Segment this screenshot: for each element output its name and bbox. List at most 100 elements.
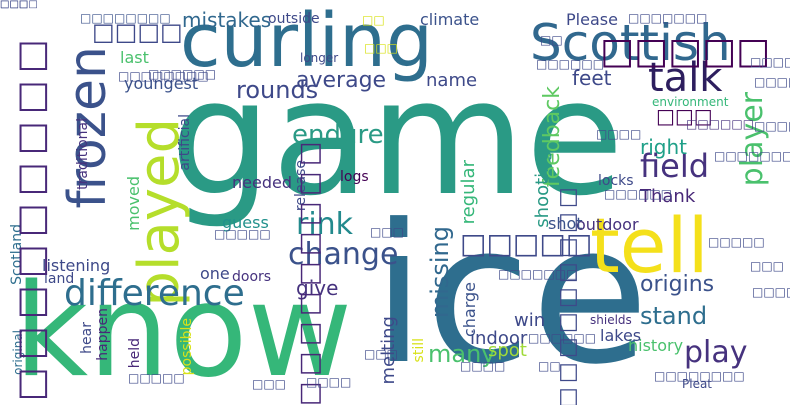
cloud-word: □□□□□	[214, 227, 271, 241]
cloud-word: □□□	[364, 41, 399, 55]
cloud-word: doors	[232, 269, 272, 285]
cloud-word: □□□□□□	[604, 187, 673, 201]
cloud-word: one	[200, 264, 230, 283]
cloud-word: □□□□	[750, 55, 790, 69]
cloud-word: □□□□□□□□	[80, 11, 171, 25]
cloud-word: origins	[640, 272, 715, 297]
cloud-word: □□	[540, 33, 563, 47]
cloud-word: difference	[64, 273, 245, 314]
cloud-word: last	[120, 48, 149, 67]
cloud-word: still	[411, 338, 427, 363]
cloud-word: □□□□□□□□□□	[13, 38, 54, 405]
cloud-word: □□□□□	[600, 31, 771, 72]
cloud-word: □□□□□□□□□□	[556, 186, 581, 405]
cloud-word: possible	[179, 318, 195, 376]
cloud-word: □□□□□□□	[498, 267, 578, 281]
cloud-word: shot	[548, 214, 583, 233]
cloud-word: name	[426, 70, 478, 91]
cloud-word: lakes	[600, 326, 642, 345]
cloud-word: □□□□□□	[686, 117, 755, 131]
cloud-word: mistakes	[182, 8, 272, 32]
cloud-word: tell	[590, 201, 709, 290]
cloud-word: guess	[222, 213, 269, 232]
cloud-word: win	[514, 310, 546, 331]
cloud-word: indoor	[470, 328, 528, 349]
cloud-word: field	[640, 147, 710, 185]
cloud-word: charge	[460, 282, 479, 338]
cloud-word: □□□□□□□□	[654, 369, 745, 383]
cloud-word: talk	[648, 55, 723, 101]
cloud-word: □□□□□□□	[628, 11, 708, 25]
cloud-word: rounds	[236, 76, 319, 104]
cloud-word: climate	[420, 10, 480, 29]
cloud-word: change	[288, 237, 399, 272]
cloud-word: shields	[590, 313, 632, 327]
cloud-word: □□□□□	[128, 371, 185, 385]
cloud-word: □□□□□	[708, 235, 765, 249]
cloud-word: □□□□□	[754, 119, 790, 133]
cloud-word: moved	[124, 176, 143, 231]
cloud-word: □□	[362, 13, 385, 27]
cloud-word: land	[44, 271, 75, 287]
cloud-word: □□□□□□□□	[118, 69, 209, 83]
cloud-word: □□□□□□	[536, 57, 605, 71]
cloud-word: □□□□□□□□□	[296, 140, 326, 405]
cloud-word: ice	[372, 184, 650, 405]
cloud-word: longer	[300, 51, 339, 65]
cloud-word: □□□□	[460, 359, 506, 373]
cloud-word: traditional	[75, 118, 91, 190]
cloud-word: history	[628, 336, 684, 355]
cloud-word: □□□□	[306, 375, 352, 389]
cloud-word: regular	[458, 160, 479, 225]
cloud-word: Please	[566, 10, 618, 29]
cloud-word: □□□□	[596, 127, 642, 141]
cloud-word: needed	[232, 173, 292, 192]
cloud-word: Thank	[640, 186, 696, 207]
cloud-word: □□□□□□□□	[714, 149, 790, 163]
cloud-word: □□□□□	[460, 227, 593, 260]
cloud-word: artificial	[177, 114, 193, 171]
cloud-word: □□□	[364, 347, 399, 361]
cloud-word: rink	[296, 207, 354, 242]
cloud-word: outside	[268, 11, 320, 27]
cloud-word: Scottish	[530, 14, 731, 72]
cloud-word: play	[684, 335, 748, 370]
cloud-word: game	[170, 44, 624, 231]
cloud-word: □□□	[370, 225, 405, 239]
cloud-word: □□	[538, 359, 561, 373]
cloud-word: happen	[95, 308, 111, 361]
cloud-word: many	[428, 340, 496, 368]
cloud-word: □□□	[656, 104, 713, 128]
cloud-word: feet	[572, 66, 612, 90]
cloud-word: missing	[426, 226, 454, 319]
cloud-word: Pleat	[682, 377, 713, 391]
cloud-word: □□□	[252, 377, 287, 391]
cloud-word: average	[296, 68, 387, 93]
cloud-word: right	[640, 135, 687, 159]
cloud-word: □□□	[0, 0, 29, 10]
cloud-word: □□□□□□	[752, 285, 790, 299]
cloud-word: □□□□	[754, 75, 790, 89]
cloud-word: □□□□	[0, 0, 38, 10]
cloud-word: hear	[79, 322, 95, 354]
cloud-word: □□□	[0, 0, 29, 10]
cloud-word: logs	[340, 169, 369, 185]
cloud-word: □□□□□□	[148, 67, 217, 81]
cloud-word: □□□□□□	[528, 331, 597, 345]
cloud-word: outdoor	[576, 215, 639, 234]
cloud-word: player	[735, 92, 770, 187]
cloud-word: □□□□	[92, 18, 183, 46]
cloud-word: stand	[640, 302, 708, 330]
cloud-word: held	[127, 338, 143, 369]
cloud-word: youngest	[124, 74, 199, 93]
cloud-word: listening	[42, 256, 111, 275]
cloud-word: give	[296, 276, 339, 300]
cloud-word: endure	[292, 120, 384, 150]
cloud-word: know	[14, 257, 353, 405]
cloud-word: curling	[180, 0, 434, 84]
cloud-word: environment	[652, 95, 729, 109]
cloud-word: locks	[598, 173, 634, 189]
cloud-word: spot	[488, 340, 527, 361]
cloud-word: □□□	[750, 259, 785, 273]
